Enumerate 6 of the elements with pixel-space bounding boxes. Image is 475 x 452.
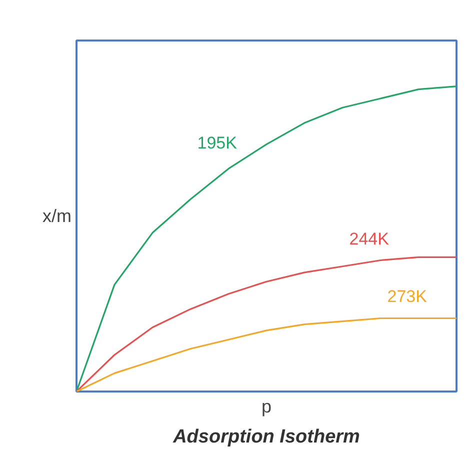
- y-axis-title: x/m: [42, 206, 72, 226]
- text: Adsorption Isotherm: [172, 426, 360, 448]
- x-axis-title: p: [261, 396, 272, 416]
- series-label: 195K: [197, 134, 238, 153]
- series-label: 273K: [387, 287, 428, 306]
- series-label: 244K: [349, 229, 390, 248]
